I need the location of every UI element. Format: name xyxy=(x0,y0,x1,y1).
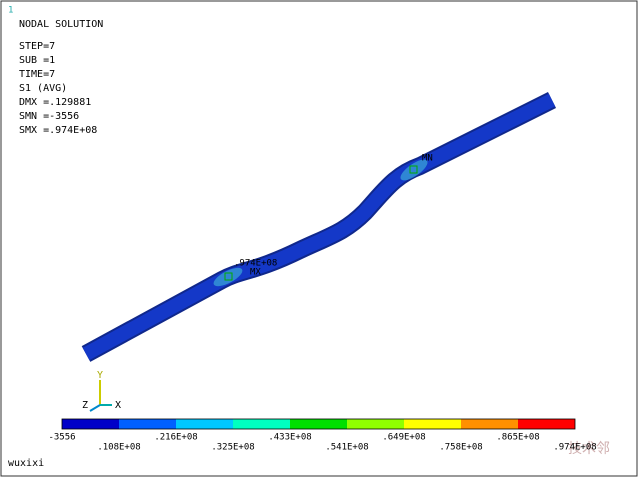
legend-label: .216E+08 xyxy=(154,433,197,443)
max-marker xyxy=(224,272,233,281)
footer: wuxixi xyxy=(8,458,44,469)
color-legend: -3556 .108E+08 .216E+08 .325E+08 .433E+08 .54… xyxy=(48,418,597,453)
min-marker xyxy=(409,165,418,174)
legend-label: .433E+08 xyxy=(268,433,311,443)
triad-label: Z xyxy=(82,400,88,411)
legend-label: .649E+08 xyxy=(382,433,425,443)
stress-hotspot xyxy=(213,267,243,287)
legend-label: -3556 xyxy=(48,433,75,443)
legend-swatch xyxy=(404,419,461,429)
info-line: TIME=7 xyxy=(19,69,55,80)
legend-label: .541E+08 xyxy=(325,443,368,453)
legend-swatch xyxy=(290,419,347,429)
model-label: MN xyxy=(422,154,433,164)
legend-swatch xyxy=(233,419,290,429)
info-line: STEP=7 xyxy=(19,41,55,52)
legend-label: .325E+08 xyxy=(211,443,254,453)
window-number: 1 xyxy=(8,6,13,16)
legend-swatch xyxy=(62,419,119,429)
legend-swatch xyxy=(461,419,518,429)
triad-label: Y xyxy=(97,370,103,381)
legend-label: .108E+08 xyxy=(97,443,140,453)
legend-label: .758E+08 xyxy=(439,443,482,453)
beam xyxy=(82,93,556,361)
triad-axis xyxy=(89,404,101,412)
info-title: NODAL SOLUTION xyxy=(19,19,103,30)
info-line: DMX =.129881 xyxy=(19,97,91,108)
legend-label: .974E+08 xyxy=(553,443,596,453)
legend-swatch xyxy=(176,419,233,429)
info-line: SMN =-3556 xyxy=(19,111,79,122)
info-line: S1 (AVG) xyxy=(19,83,67,94)
legend-label: .865E+08 xyxy=(496,433,539,443)
legend-swatch xyxy=(347,419,404,429)
legend-swatch xyxy=(518,419,575,429)
model-label: .974E+08 xyxy=(234,259,277,269)
stress-hotspot xyxy=(400,159,428,181)
legend-swatch xyxy=(119,419,176,429)
model-label: MX xyxy=(250,268,261,278)
info-line: SUB =1 xyxy=(19,55,55,66)
info-line: SMX =.974E+08 xyxy=(19,125,97,136)
legend-border xyxy=(61,418,576,430)
triad-label: X xyxy=(115,400,121,411)
watermark: 技术邻 xyxy=(568,441,610,457)
